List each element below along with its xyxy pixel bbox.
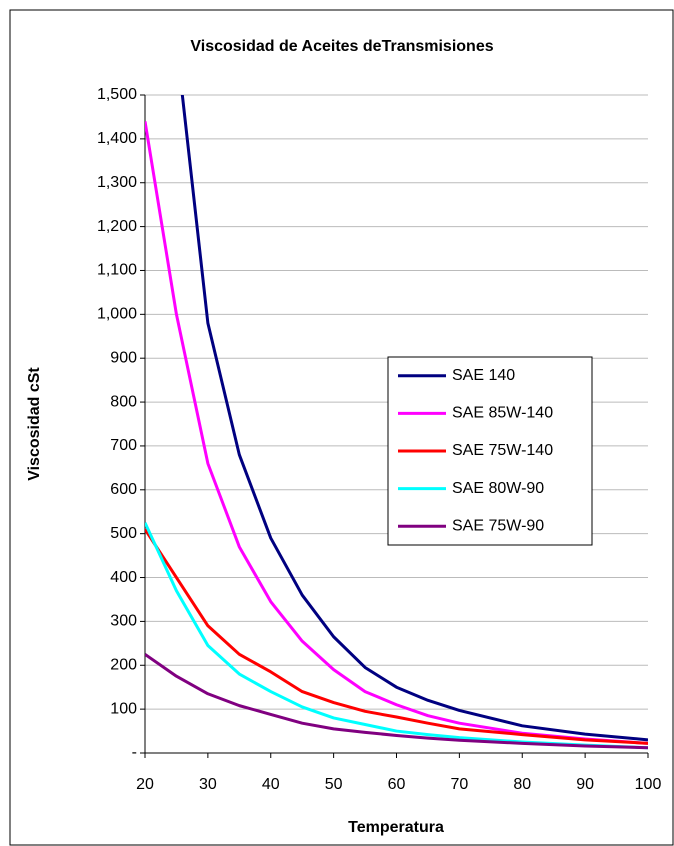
y-tick-label: 900: [110, 349, 137, 366]
y-tick-label: 1,200: [97, 218, 137, 235]
series-line: [145, 121, 648, 745]
x-tick-label: 50: [325, 776, 343, 793]
x-tick-label: 20: [136, 776, 154, 793]
plot-area: [145, 95, 648, 750]
chart-title: Viscosidad de Aceites deTransmisiones: [190, 38, 493, 55]
y-tick-label: 200: [110, 656, 137, 673]
y-tick-label: -: [132, 744, 137, 761]
y-tick-label: 100: [110, 700, 137, 717]
y-tick-label: 400: [110, 569, 137, 586]
y-tick-label: 600: [110, 481, 137, 498]
legend-label: SAE 85W-140: [452, 405, 553, 422]
y-tick-label: 1,100: [97, 262, 137, 279]
x-tick-label: 90: [576, 776, 594, 793]
x-tick-label: 100: [635, 776, 662, 793]
legend-label: SAE 75W-90: [452, 517, 544, 534]
x-tick-label: 70: [450, 776, 468, 793]
legend-label: SAE 75W-140: [452, 442, 553, 459]
y-tick-label: 1,500: [97, 86, 137, 103]
series-line: [145, 522, 648, 750]
y-tick-label: 1,000: [97, 306, 137, 323]
y-axis-label: Viscosidad cSt: [26, 367, 43, 481]
y-tick-label: 800: [110, 393, 137, 410]
legend-label: SAE 140: [452, 367, 515, 384]
x-tick-label: 30: [199, 776, 217, 793]
series-line: [180, 95, 648, 742]
series-line: [145, 528, 648, 745]
x-tick-label: 60: [388, 776, 406, 793]
x-axis-label: Temperatura: [348, 819, 444, 836]
series-line: [145, 653, 648, 750]
x-tick-label: 40: [262, 776, 280, 793]
y-tick-label: 1,300: [97, 174, 137, 191]
x-tick-label: 80: [513, 776, 531, 793]
y-tick-label: 300: [110, 613, 137, 630]
y-tick-label: 500: [110, 525, 137, 542]
legend-label: SAE 80W-90: [452, 480, 544, 497]
y-tick-label: 700: [110, 437, 137, 454]
y-tick-label: 1,400: [97, 130, 137, 147]
